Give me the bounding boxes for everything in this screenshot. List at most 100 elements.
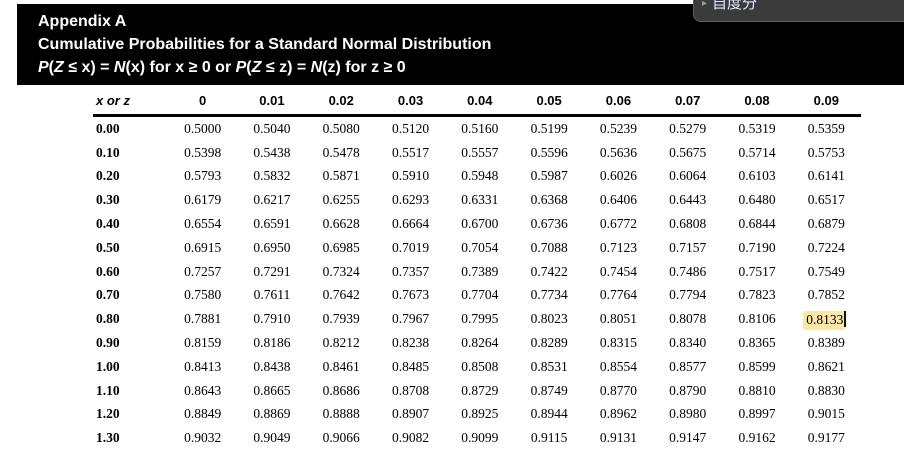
table-cell: 0.7995 <box>445 307 514 331</box>
table-cell: 0.8621 <box>792 355 861 379</box>
table-cell: 0.7642 <box>307 284 376 308</box>
table-cell: 0.8729 <box>445 379 514 403</box>
table-cell: 0.6591 <box>237 212 306 236</box>
table-cell: 0.7939 <box>307 307 376 331</box>
table-cell: 0.9115 <box>514 426 583 450</box>
table-cell: 0.5120 <box>376 116 445 141</box>
table-cell: 0.8264 <box>445 331 514 355</box>
column-header: 0.01 <box>237 92 306 116</box>
table-cell: 0.7910 <box>237 307 306 331</box>
table-cell: 0.8790 <box>653 379 722 403</box>
context-menu-item[interactable]: ▸自度分 <box>702 0 904 12</box>
table-cell: 0.6255 <box>307 188 376 212</box>
table-cell: 0.9082 <box>376 426 445 450</box>
highlighted-cell-value[interactable]: 0.8133 <box>803 311 846 330</box>
table-cell: 0.5000 <box>168 116 237 141</box>
table-cell: 0.8830 <box>792 379 861 403</box>
table-cell: 0.9147 <box>653 426 722 450</box>
column-header: 0.03 <box>376 92 445 116</box>
table-cell: 0.6736 <box>514 212 583 236</box>
row-label: 1.00 <box>93 355 168 379</box>
table-cell: 0.6517 <box>792 188 861 212</box>
row-label: 0.30 <box>93 188 168 212</box>
table-cell: 0.6103 <box>722 165 791 189</box>
table-cell: 0.7157 <box>653 236 722 260</box>
table-cell: 0.8315 <box>584 331 653 355</box>
row-label: 0.80 <box>93 307 168 331</box>
table-cell: 0.7764 <box>584 284 653 308</box>
row-label: 0.50 <box>93 236 168 260</box>
table-cell: 0.5596 <box>514 141 583 165</box>
table-cell: 0.5040 <box>237 116 306 141</box>
table-cell: 0.9099 <box>445 426 514 450</box>
table-cell: 0.6808 <box>653 212 722 236</box>
table-cell: 0.6141 <box>792 165 861 189</box>
table-cell: 0.7291 <box>237 260 306 284</box>
table-cell: 0.8888 <box>307 403 376 427</box>
context-menu-popup[interactable]: ▸自度分 <box>693 0 904 22</box>
table-cell: 0.5398 <box>168 141 237 165</box>
column-header: 0.09 <box>792 92 861 116</box>
table-cell: 0.7549 <box>792 260 861 284</box>
table-cell: 0.6700 <box>445 212 514 236</box>
table-cell: 0.5910 <box>376 165 445 189</box>
table-cell: 0.8051 <box>584 307 653 331</box>
table-cell: 0.9131 <box>584 426 653 450</box>
table-cell: 0.9032 <box>168 426 237 450</box>
table-cell: 0.7454 <box>584 260 653 284</box>
corner-header: x or z <box>93 92 168 116</box>
table-cell: 0.8810 <box>722 379 791 403</box>
table-cell: 0.5319 <box>722 116 791 141</box>
table-cell: 0.7580 <box>168 284 237 308</box>
table-cell: 0.7357 <box>376 260 445 284</box>
table-cell: 0.5199 <box>514 116 583 141</box>
table-cell: 0.5714 <box>722 141 791 165</box>
column-header: 0.07 <box>653 92 722 116</box>
table-cell: 0.6950 <box>237 236 306 260</box>
row-label: 0.00 <box>93 116 168 141</box>
table-cell: 0.7123 <box>584 236 653 260</box>
table-cell: 0.6628 <box>307 212 376 236</box>
table-cell: 0.5080 <box>307 116 376 141</box>
table-cell: 0.8708 <box>376 379 445 403</box>
row-label: 0.70 <box>93 284 168 308</box>
table-cell: 0.8599 <box>722 355 791 379</box>
table-cell: 0.8023 <box>514 307 583 331</box>
table-cell: 0.7019 <box>376 236 445 260</box>
table-cell: 0.8980 <box>653 403 722 427</box>
submenu-arrow-icon: ▸ <box>702 0 707 9</box>
table-cell: 0.8106 <box>722 307 791 331</box>
table-cell: 0.6772 <box>584 212 653 236</box>
table-cell: 0.7324 <box>307 260 376 284</box>
table-cell: 0.8508 <box>445 355 514 379</box>
table-cell: 0.8869 <box>237 403 306 427</box>
table-cell: 0.6664 <box>376 212 445 236</box>
table-cell: 0.8186 <box>237 331 306 355</box>
table-cell: 0.8438 <box>237 355 306 379</box>
table-cell: 0.6293 <box>376 188 445 212</box>
table-cell: 0.8212 <box>307 331 376 355</box>
table-cell: 0.8849 <box>168 403 237 427</box>
table-cell: 0.9049 <box>237 426 306 450</box>
table-cell: 0.5160 <box>445 116 514 141</box>
table-cell: 0.9162 <box>722 426 791 450</box>
table-cell: 0.7967 <box>376 307 445 331</box>
table-cell: 0.5948 <box>445 165 514 189</box>
column-header: 0.04 <box>445 92 514 116</box>
table-cell: 0.8238 <box>376 331 445 355</box>
table-cell: 0.8686 <box>307 379 376 403</box>
table-cell: 0.8485 <box>376 355 445 379</box>
table-cell: 0.5987 <box>514 165 583 189</box>
column-header: 0.05 <box>514 92 583 116</box>
table-cell: 0.7190 <box>722 236 791 260</box>
table-cell: 0.8389 <box>792 331 861 355</box>
table-cell: 0.8944 <box>514 403 583 427</box>
table-cell: 0.6844 <box>722 212 791 236</box>
